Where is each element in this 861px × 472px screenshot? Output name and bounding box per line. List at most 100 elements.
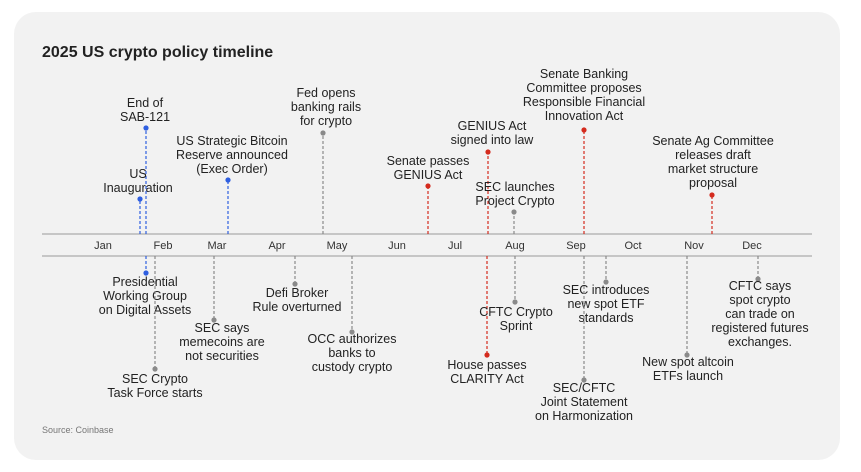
event-label-line: Inauguration [103,181,173,195]
event-label: House passes CLARITY Act [447,358,526,386]
event-label-line: memecoins are [179,335,264,349]
event-label-line: can trade on [725,307,795,321]
event-label: Senate passes GENIUS Act [387,154,470,182]
month-label: Jul [448,240,462,252]
event-label-line: Presidential [112,275,177,289]
event-dot [684,352,690,358]
card [14,12,840,460]
event-dot [512,299,518,305]
event-label: US Inauguration [103,167,173,195]
month-label: Apr [268,240,285,252]
month-label: Feb [154,240,173,252]
event-dot [320,130,326,136]
event-label-line: standards [579,311,634,325]
event-label-line: CLARITY Act [450,372,524,386]
event-label: Senate Banking Committee proposes Responsi… [523,67,645,123]
event-dot [137,196,143,202]
event-label-line: OCC authorizes [308,332,397,346]
month-label: Aug [505,240,525,252]
event-label-line: registered futures [711,321,808,335]
event-label-line: Defi Broker [266,286,329,300]
event-label-line: releases draft [675,148,751,162]
event-label: SEC launches Project Crypto [475,180,554,208]
event-label-line: SEC Crypto [122,372,188,386]
event-label: Fed opens banking rails for crypto [291,86,361,128]
event-label-line: Task Force starts [107,386,202,400]
event-label-line: SAB-121 [120,110,170,124]
event-label-line: Fed opens [296,86,355,100]
event-dot [225,177,231,183]
event-label-line: Senate Ag Committee [652,134,774,148]
event-label: End of SAB-121 [120,96,170,124]
month-label: Nov [684,240,704,252]
month-label: Jan [94,240,112,252]
event-label-line: on Harmonization [535,409,633,423]
event-dot [484,352,490,358]
event-label-line: market structure [668,162,758,176]
event-label: OCC authorizes banks to custody crypto [308,332,397,374]
event-label-line: Joint Statement [541,395,628,409]
event-label: GENIUS Act signed into law [451,119,535,147]
event-label: New spot altcoin ETFs launch [642,355,734,383]
event-label-line: on Digital Assets [99,303,191,317]
event-label-line: SEC introduces [563,283,650,297]
event-label: SEC says memecoins are not securities [179,321,264,363]
event-label-line: ETFs launch [653,369,723,383]
event-label-line: spot crypto [729,293,790,307]
event-label-line: Rule overturned [253,300,342,314]
event-label-line: Senate passes [387,154,470,168]
event-label-line: Senate Banking [540,67,628,81]
event-label: US Strategic Bitcoin Reserve announced (Ex… [176,134,288,176]
event-label-line: House passes [447,358,526,372]
event-label-line: signed into law [451,133,535,147]
event-label-line: banks to [328,346,375,360]
event-label-line: Sprint [500,319,533,333]
event-label-line: banking rails [291,100,361,114]
event-label-line: proposal [689,176,737,190]
event-label: CFTC says spot crypto can trade on register… [711,279,808,349]
event-label-line: New spot altcoin [642,355,734,369]
event-dot [709,192,715,198]
month-label: Oct [624,240,641,252]
event-label-line: CFTC Crypto [479,305,553,319]
month-label: Mar [208,240,227,252]
event-label-line: Responsible Financial [523,95,645,109]
event-label: Defi Broker Rule overturned [253,286,342,314]
event-dot [292,281,298,287]
event-dot [349,329,355,335]
event-label-line: Project Crypto [475,194,554,208]
event-label: Presidential Working Group on Digital Asse… [99,275,191,317]
event-label-line: End of [127,96,164,110]
event-dot [581,127,587,133]
month-label: Dec [742,240,762,252]
event-label-line: GENIUS Act [458,119,527,133]
event-label-line: SEC/CFTC [553,381,616,395]
event-label: CFTC Crypto Sprint [479,305,553,333]
month-label: May [327,240,348,252]
event-dot [511,209,517,215]
event-dot [755,276,761,282]
event-label-line: Working Group [103,289,187,303]
event-label: Senate Ag Committee releases draft market … [652,134,774,190]
event-label-line: Committee proposes [526,81,641,95]
event-label-line: not securities [185,349,259,363]
event-label: SEC Crypto Task Force starts [107,372,202,400]
event-label-line: CFTC says [729,279,792,293]
event-label-line: Reserve announced [176,148,288,162]
event-label-line: custody crypto [312,360,393,374]
event-dot [425,183,431,189]
source: Source: Coinbase [42,425,114,435]
event-label-line: (Exec Order) [196,162,268,176]
month-label: Sep [566,240,586,252]
event-dot [581,377,587,383]
event-dot [143,270,149,276]
event-label-line: US Strategic Bitcoin [176,134,287,148]
event-dot [603,279,609,285]
event-label: SEC/CFTC Joint Statement on Harmonization [535,381,633,423]
event-label-line: exchanges. [728,335,792,349]
event-label-line: US [129,167,146,181]
event-dot [211,317,217,323]
event-label-line: for crypto [300,114,352,128]
month-label: Jun [388,240,406,252]
event-label-line: SEC says [195,321,250,335]
